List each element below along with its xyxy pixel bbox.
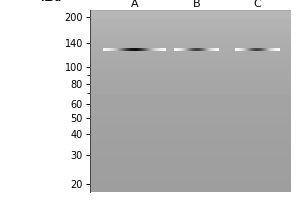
- Text: B: B: [193, 0, 200, 9]
- Text: A: A: [130, 0, 138, 9]
- Text: C: C: [253, 0, 261, 9]
- Text: kDa: kDa: [40, 0, 61, 3]
